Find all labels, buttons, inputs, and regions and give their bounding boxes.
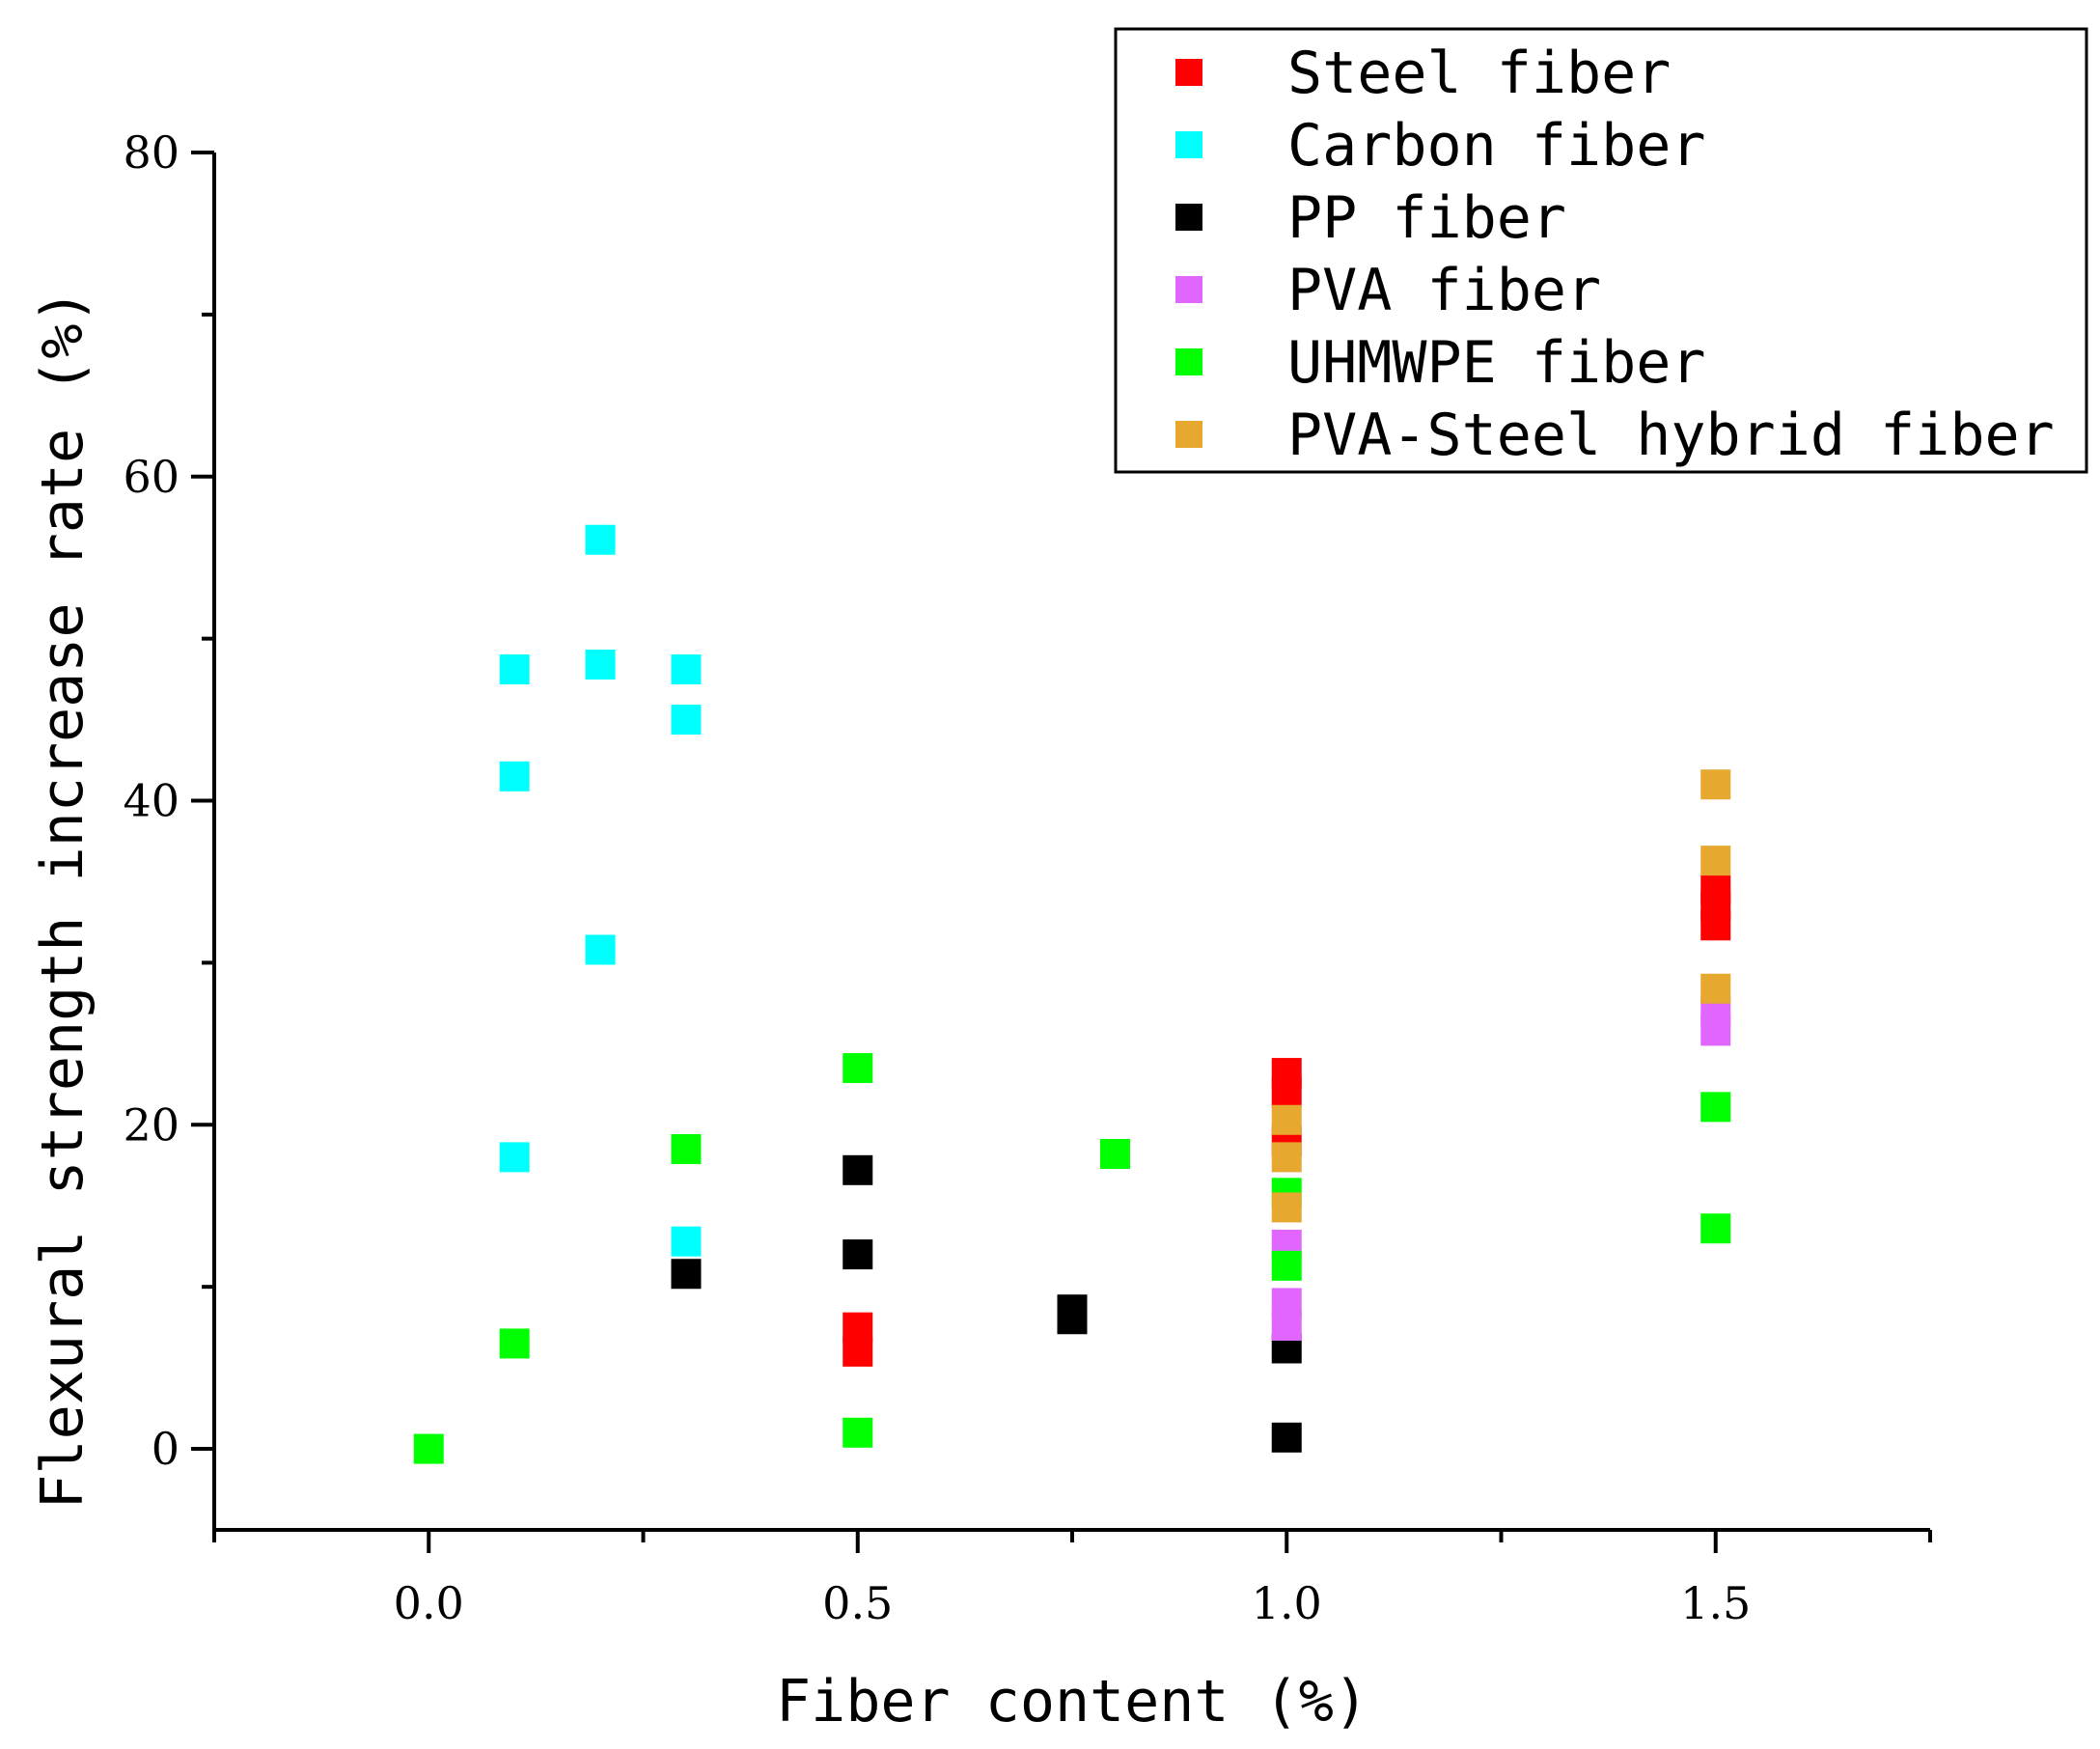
data-point xyxy=(1700,891,1731,922)
y-tick-label: 60 xyxy=(123,451,180,503)
series-pp-fiber xyxy=(671,1154,1302,1453)
legend-label: UHMWPE fiber xyxy=(1287,329,1705,397)
legend-marker xyxy=(1175,59,1202,86)
data-point xyxy=(671,705,702,736)
data-point xyxy=(1271,1058,1302,1089)
series-carbon-fiber xyxy=(499,524,702,1257)
data-point xyxy=(843,1312,873,1343)
data-point xyxy=(1700,1015,1731,1046)
x-tick-label: 0.0 xyxy=(394,1577,464,1629)
data-point xyxy=(1700,769,1731,800)
data-point xyxy=(585,524,616,555)
data-point xyxy=(1271,1422,1302,1453)
data-point xyxy=(499,1142,530,1173)
axes: 0 20 40 60 80 0.0 0.5 1.0 1.5 xyxy=(123,126,1932,1629)
data-point xyxy=(499,761,530,791)
x-tick-label: 0.5 xyxy=(822,1577,893,1629)
data-point xyxy=(671,654,702,685)
series-pva-steel-hybrid-fiber xyxy=(1271,769,1731,1223)
data-point xyxy=(843,1053,873,1084)
legend-label: PVA fiber xyxy=(1287,257,1601,324)
legend-label: Carbon fiber xyxy=(1287,112,1705,180)
legend-marker xyxy=(1175,348,1202,375)
y-tick-label: 0 xyxy=(152,1423,180,1475)
y-tick-label: 40 xyxy=(123,775,180,827)
data-point xyxy=(1700,1092,1731,1123)
data-point xyxy=(413,1433,444,1464)
data-point xyxy=(1700,1213,1731,1244)
data-point xyxy=(499,654,530,685)
series-pva-fiber xyxy=(1271,996,1731,1341)
y-tick-label: 20 xyxy=(123,1098,180,1151)
legend-marker xyxy=(1175,276,1202,303)
y-axis-title: Flexural strength increase rate (%) xyxy=(29,289,97,1509)
data-point xyxy=(671,1226,702,1257)
data-point xyxy=(1271,1250,1302,1281)
data-points xyxy=(413,524,1731,1464)
data-point xyxy=(499,1328,530,1359)
data-point xyxy=(671,1259,702,1290)
data-point xyxy=(1271,1104,1302,1135)
legend-label: PP fiber xyxy=(1287,184,1566,252)
x-axis-title: Fiber content (%) xyxy=(776,1668,1368,1735)
data-point xyxy=(1057,1304,1088,1335)
legend-marker xyxy=(1175,204,1202,231)
x-tick-label: 1.0 xyxy=(1252,1577,1322,1629)
data-point xyxy=(1099,1139,1130,1170)
series-uhmwpe-fiber xyxy=(413,1053,1731,1464)
legend-label: PVA-Steel hybrid fiber xyxy=(1287,402,2055,469)
y-tick-label: 80 xyxy=(123,126,180,179)
data-point xyxy=(1271,1310,1302,1341)
data-point xyxy=(671,1133,702,1164)
x-tick-label: 1.5 xyxy=(1680,1577,1751,1629)
legend-marker xyxy=(1175,131,1202,158)
data-point xyxy=(1700,846,1731,876)
data-point xyxy=(1271,1142,1302,1173)
data-point xyxy=(1271,1192,1302,1223)
data-point xyxy=(843,1154,873,1185)
legend-marker xyxy=(1175,421,1202,448)
data-point xyxy=(1700,973,1731,1004)
data-point xyxy=(585,934,616,965)
legend-label: Steel fiber xyxy=(1287,40,1671,107)
data-point xyxy=(585,650,616,680)
data-point xyxy=(843,1417,873,1448)
legend-box xyxy=(1114,27,2088,474)
data-point xyxy=(843,1239,873,1270)
